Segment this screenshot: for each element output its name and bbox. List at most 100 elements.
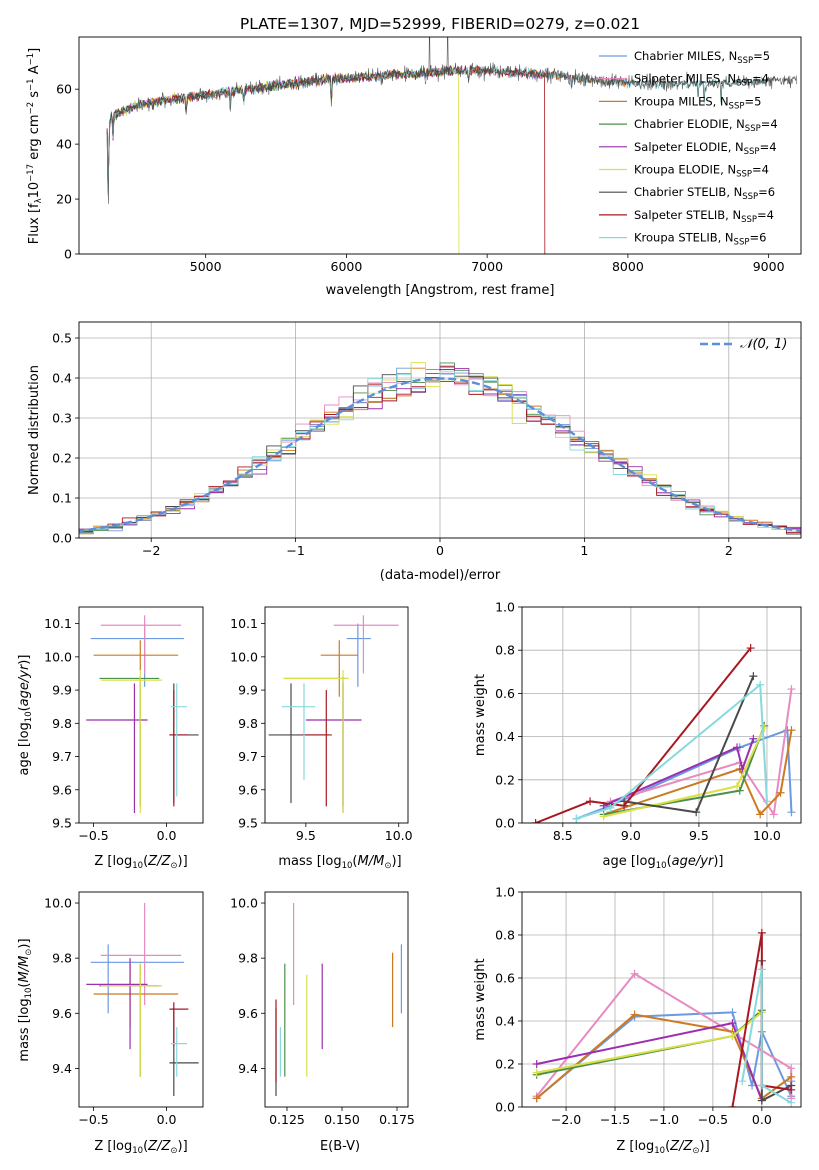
data-point-marker [760, 723, 769, 732]
y-tick-label: 10.0 [230, 649, 258, 664]
data-point-marker [748, 1081, 757, 1090]
x-tick-label: 0.175 [379, 1112, 415, 1127]
mass-weight-vs-age-panel: 8.5 9.0 9.5 10.0 0.0 0.2 0.4 0.6 0.8 1.0 mass weig… [473, 600, 802, 871]
figure-title: PLATE=1307, MJD=52999, FIBERID=0279, z=0… [240, 15, 640, 33]
y-tick-label: 9.6 [52, 1006, 72, 1021]
spectrum-fit-line [106, 65, 628, 189]
spectrum-panel: 5000 6000 7000 8000 9000 0 20 40 60 wavelength [A… [26, 36, 802, 298]
legend-entry: Salpeter MILES, NSSP=4 [634, 72, 769, 89]
series-line [536, 1009, 763, 1076]
data-point-marker [606, 803, 615, 812]
y-tick-label: 9.4 [52, 1061, 72, 1076]
axes-frame [78, 891, 204, 1108]
y-tick-label: 0.0 [495, 1100, 515, 1115]
data-point-marker [757, 965, 766, 974]
x-tick-label: −1.0 [649, 1112, 679, 1127]
data-point-marker [787, 1072, 796, 1081]
x-axis-label: Z [log10(Z/Z⊙)] [616, 1139, 709, 1156]
x-tick-label: 9.5 [689, 828, 709, 843]
x-axis-label: Z [log10(Z/Z⊙)] [94, 854, 187, 871]
legend-entry: Kroupa MILES, NSSP=5 [634, 94, 761, 111]
x-tick-label: 0 [436, 543, 444, 558]
data-point-marker [756, 810, 765, 819]
y-tick-label: 0.2 [495, 772, 515, 787]
data-point-marker [728, 1008, 737, 1017]
y-tick-label: 0.6 [495, 686, 515, 701]
y-tick-label: 9.8 [238, 716, 258, 731]
y-tick-label: 9.5 [238, 816, 258, 831]
x-tick-label: 9000 [753, 259, 785, 274]
y-axis-label: mass [log10(M/M⊙)] [17, 938, 34, 1061]
y-tick-label: 0.5 [52, 331, 72, 346]
y-tick-label: 1.0 [495, 885, 515, 900]
y-tick-label: 9.7 [238, 749, 258, 764]
y-axis-label: age [log10(age/yr)] [17, 655, 34, 776]
data-point-marker [586, 797, 595, 806]
y-tick-label: 9.6 [238, 1006, 258, 1021]
data-point-marker [787, 1064, 796, 1073]
x-tick-label: −1.5 [600, 1112, 630, 1127]
y-tick-label: 10.0 [44, 649, 72, 664]
axes-frame [78, 606, 204, 824]
x-tick-label: 9.0 [621, 828, 641, 843]
spectrum-fit-line [106, 65, 628, 189]
legend-entry: Kroupa ELODIE, NSSP=4 [634, 163, 769, 180]
y-tick-label: 0.0 [495, 816, 515, 831]
y-tick-label: 0.8 [495, 643, 515, 658]
data-point-marker [757, 928, 766, 937]
data-point-marker [735, 786, 744, 795]
data-point-marker [757, 1081, 766, 1090]
y-tick-label: 10.1 [230, 616, 258, 631]
data-point-marker [620, 801, 629, 810]
spectrum-fit-line [106, 65, 628, 192]
x-tick-label: 7000 [471, 259, 503, 274]
y-tick-label: 0.2 [495, 1057, 515, 1072]
data-point-marker [756, 680, 765, 689]
plot-area [268, 615, 399, 814]
data-point-marker [757, 1096, 766, 1105]
data-point-marker [787, 685, 796, 694]
spectrum-legend: Chabrier MILES, NSSP=5 Salpeter MILES, NS… [599, 49, 778, 248]
data-point-marker [738, 1077, 747, 1086]
y-tick-label: 9.8 [238, 951, 258, 966]
axes-frame [264, 606, 409, 824]
y-tick-label: 9.4 [238, 1061, 258, 1076]
y-tick-label: 9.8 [52, 951, 72, 966]
x-tick-label: −2.0 [551, 1112, 581, 1127]
data-point-marker [787, 726, 796, 735]
series-line [741, 968, 792, 1104]
x-axis-label: E(B-V) [320, 1139, 360, 1154]
x-tick-label: −2 [142, 543, 160, 558]
x-tick-label: −1 [286, 543, 304, 558]
legend-entry: Chabrier MILES, NSSP=5 [634, 49, 770, 66]
plot-area [522, 607, 801, 823]
axes-frame [521, 891, 802, 1108]
spectrum-fit-line [106, 66, 460, 254]
y-tick-label: 0.0 [52, 531, 72, 546]
data-point-marker [728, 1032, 737, 1041]
y-tick-label: 0.8 [495, 928, 515, 943]
y-tick-label: 10.0 [44, 896, 72, 911]
y-tick-label: 40 [56, 137, 72, 152]
data-point-marker [746, 644, 755, 653]
y-tick-label: 0.4 [495, 1014, 515, 1029]
x-axis-label: Z [log10(Z/Z⊙)] [94, 1139, 187, 1156]
y-tick-label: 0.3 [52, 411, 72, 426]
data-point-marker [733, 743, 742, 752]
data-point-marker [531, 819, 540, 823]
y-axis-label: mass weight [473, 674, 488, 756]
x-tick-label: −0.5 [698, 1112, 728, 1127]
data-point-marker [762, 797, 771, 806]
data-point-marker [532, 1068, 541, 1077]
plot-area [86, 615, 199, 814]
legend-entry: Salpeter ELODIE, NSSP=4 [634, 140, 777, 157]
y-tick-label: 20 [56, 192, 72, 207]
y-tick-label: 0.6 [495, 971, 515, 986]
x-axis-label: (data-model)/error [380, 568, 501, 583]
y-tick-label: 9.5 [52, 816, 72, 831]
y-tick-label: 9.9 [238, 683, 258, 698]
data-point-marker [728, 1103, 737, 1107]
data-point-marker [787, 808, 796, 817]
normal-curve [79, 377, 801, 533]
